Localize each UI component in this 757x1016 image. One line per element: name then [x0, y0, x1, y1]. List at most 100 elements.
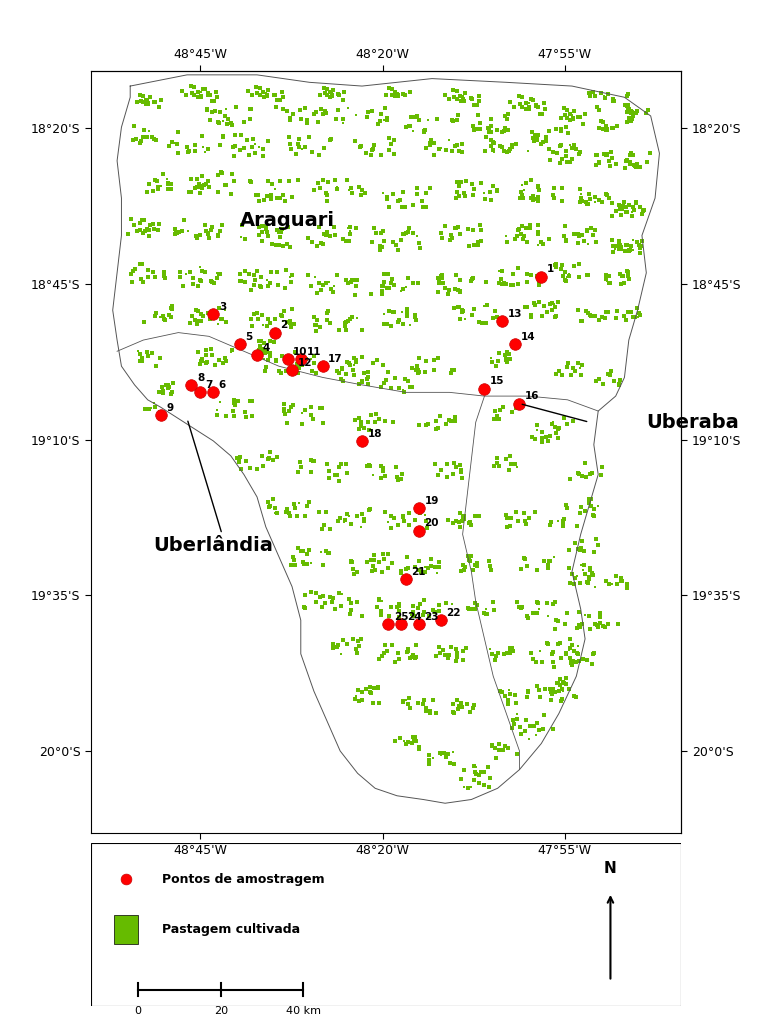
Point	[163, 378, 175, 394]
Point	[587, 84, 599, 101]
Point	[157, 311, 170, 327]
Point	[469, 301, 481, 317]
Point	[356, 348, 368, 365]
Point	[355, 518, 367, 534]
Text: 1: 1	[547, 264, 554, 274]
Point	[537, 424, 549, 440]
Point	[586, 464, 598, 481]
Point	[466, 600, 478, 617]
Point	[367, 558, 379, 574]
Point	[555, 260, 567, 276]
Point	[402, 734, 414, 750]
Point	[304, 555, 316, 571]
Point	[141, 129, 153, 145]
Point	[256, 341, 268, 358]
Point	[456, 135, 468, 151]
Text: 0: 0	[135, 1006, 142, 1016]
Point	[278, 402, 290, 419]
Point	[454, 284, 466, 301]
Text: 5: 5	[245, 331, 252, 341]
Point	[528, 133, 540, 149]
Point	[306, 235, 318, 251]
Point	[587, 567, 599, 583]
Text: 24: 24	[407, 612, 422, 622]
Point	[507, 265, 519, 281]
Point	[251, 262, 263, 278]
Point	[623, 101, 635, 117]
Point	[473, 775, 485, 791]
Point	[501, 519, 513, 535]
Point	[589, 87, 601, 104]
Point	[536, 308, 548, 324]
Point	[405, 110, 417, 126]
Point	[286, 267, 298, 283]
Point	[469, 237, 481, 253]
Point	[288, 557, 301, 573]
Point	[205, 221, 217, 238]
Point	[543, 553, 555, 569]
Point	[355, 187, 367, 203]
Point	[273, 173, 285, 189]
Point	[229, 397, 241, 414]
Point	[398, 384, 410, 400]
Point	[614, 265, 626, 281]
Point	[444, 755, 456, 771]
Point	[349, 132, 361, 148]
Point	[345, 180, 357, 196]
Point	[411, 108, 423, 124]
Point	[625, 145, 637, 162]
Point	[306, 363, 318, 379]
Point	[192, 313, 204, 329]
Point	[572, 645, 584, 661]
Text: 20: 20	[213, 1006, 228, 1016]
Point	[364, 501, 376, 517]
Point	[350, 107, 363, 123]
Point	[593, 120, 605, 136]
Point	[387, 414, 399, 430]
Point	[544, 296, 556, 312]
Point	[340, 233, 352, 249]
Point	[217, 355, 229, 371]
Point	[201, 225, 213, 241]
Point	[414, 505, 426, 521]
Point	[409, 109, 421, 125]
Point	[511, 593, 523, 610]
Text: 11: 11	[307, 346, 321, 357]
Point	[336, 362, 348, 378]
Point	[284, 313, 296, 329]
Point	[613, 376, 625, 392]
Point	[144, 89, 156, 106]
Point	[609, 568, 621, 584]
Point	[588, 508, 600, 524]
Point	[292, 365, 304, 381]
Point	[505, 510, 517, 526]
Point	[600, 619, 612, 635]
Point	[507, 642, 519, 658]
Point	[490, 750, 502, 766]
Point	[575, 313, 587, 329]
Point	[498, 123, 510, 139]
Point	[556, 257, 568, 273]
Point	[454, 518, 466, 534]
Point	[261, 225, 273, 241]
Point	[465, 90, 477, 107]
Point	[574, 110, 586, 126]
Point	[499, 739, 511, 755]
Point	[201, 103, 213, 119]
Point	[556, 268, 569, 284]
Point	[537, 236, 549, 252]
Point	[578, 233, 590, 249]
Point	[631, 309, 643, 325]
Point	[305, 278, 317, 295]
Point	[238, 140, 250, 156]
Point	[583, 569, 595, 585]
Point	[559, 119, 572, 135]
Point	[535, 654, 547, 671]
Point	[125, 211, 137, 228]
Point	[165, 181, 177, 197]
Point	[555, 136, 567, 152]
Point	[378, 551, 391, 567]
Point	[488, 303, 500, 319]
Point	[389, 88, 401, 105]
Point	[347, 565, 360, 581]
